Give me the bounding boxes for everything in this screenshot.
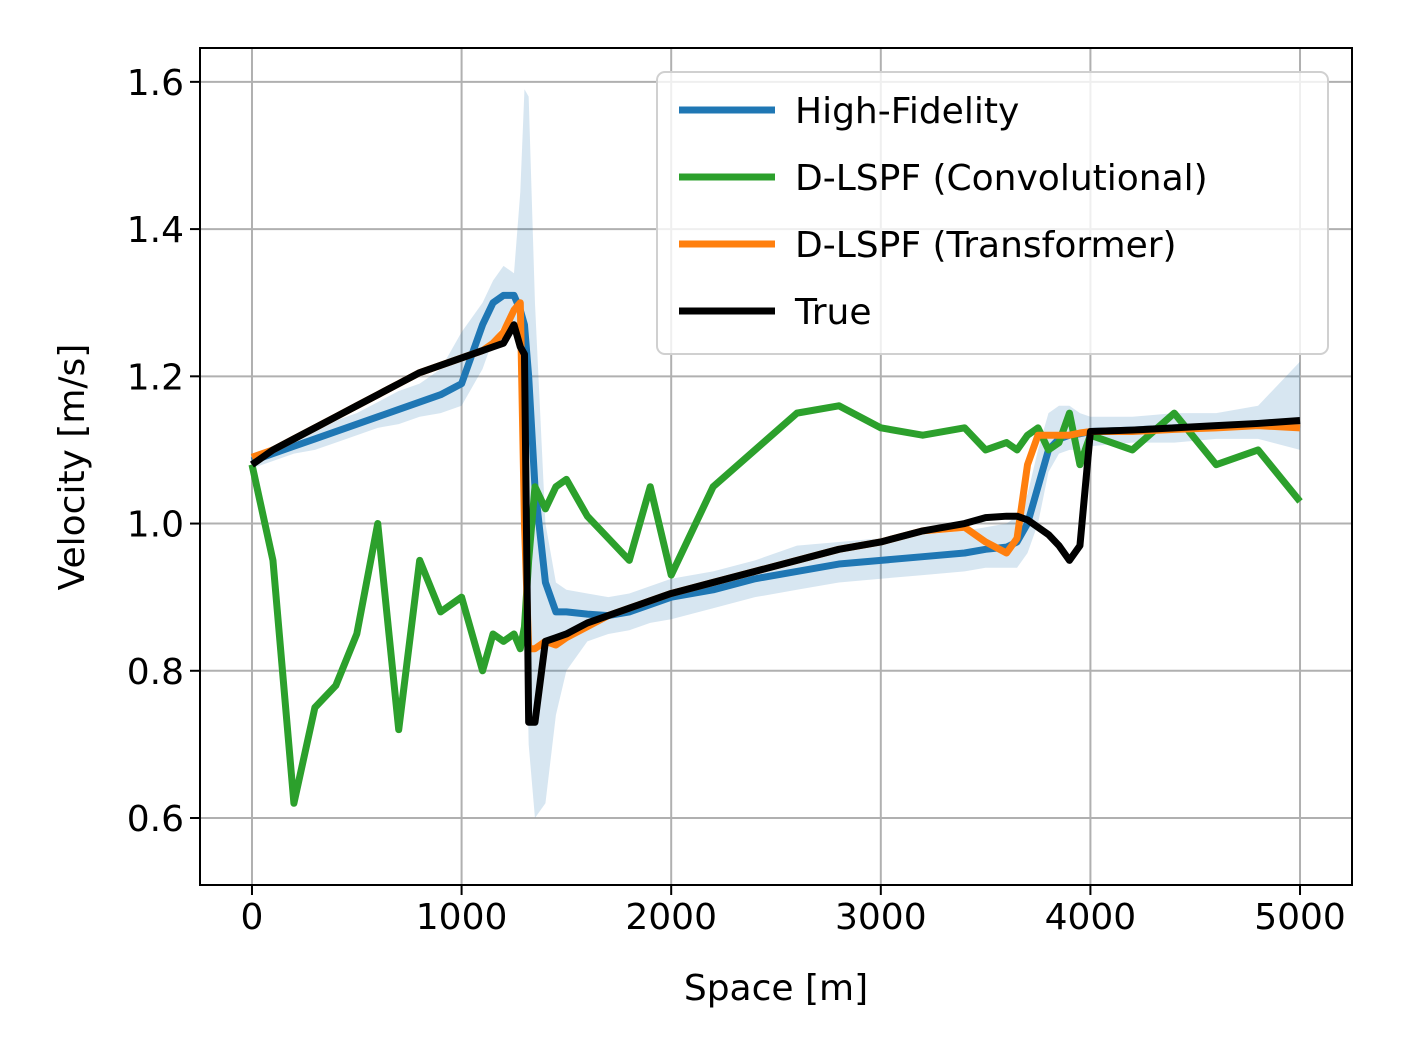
x-tick-label: 3000 bbox=[835, 897, 927, 938]
x-tick-label: 4000 bbox=[1045, 897, 1137, 938]
y-axis-label: Velocity [m/s] bbox=[52, 344, 93, 591]
x-tick-label: 5000 bbox=[1254, 897, 1346, 938]
legend-label: D-LSPF (Transformer) bbox=[795, 225, 1177, 266]
x-tick-label: 0 bbox=[241, 897, 264, 938]
legend-label: D-LSPF (Convolutional) bbox=[795, 158, 1208, 199]
x-tick-label: 2000 bbox=[625, 897, 717, 938]
plot-frame bbox=[199, 47, 1353, 886]
series-line bbox=[249, 321, 1301, 726]
legend-label: True bbox=[794, 292, 871, 333]
y-tick-label: 1.0 bbox=[127, 505, 184, 546]
y-tick-label: 0.6 bbox=[127, 799, 184, 840]
series-line bbox=[248, 402, 1303, 807]
y-tick-label: 0.8 bbox=[127, 652, 184, 693]
y-tick-label: 1.6 bbox=[127, 63, 184, 104]
x-tick-label: 1000 bbox=[416, 897, 508, 938]
legend-box bbox=[656, 71, 1329, 355]
plot-area bbox=[248, 89, 1303, 819]
y-tick-label: 1.4 bbox=[127, 210, 184, 251]
x-axis-label: Space [m] bbox=[684, 968, 868, 1009]
legend-label: High-Fidelity bbox=[795, 91, 1019, 132]
y-tick-label: 1.2 bbox=[127, 357, 184, 398]
